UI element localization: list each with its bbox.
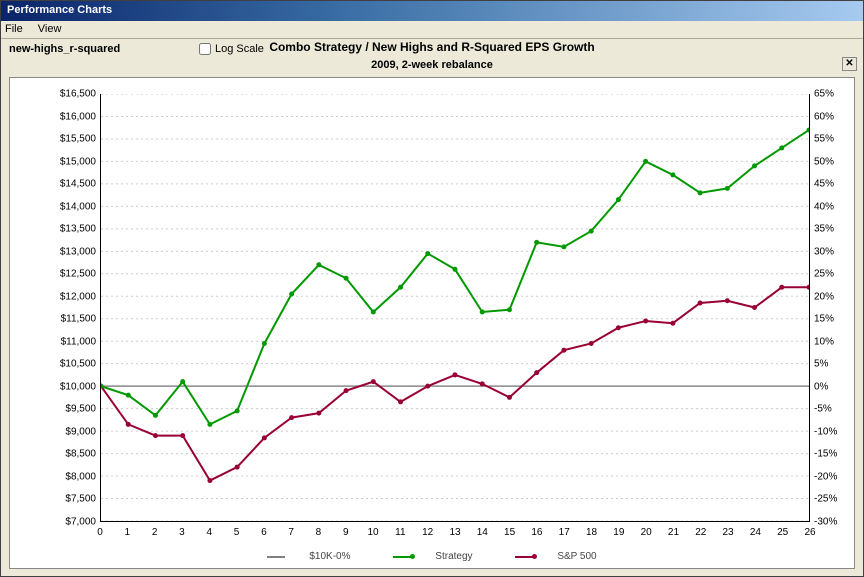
y-axis-label: $11,500 [52,314,96,325]
y2-axis-label: 25% [814,269,848,280]
x-axis-label: 23 [718,527,738,538]
x-axis-label: 21 [663,527,683,538]
x-axis-label: 16 [527,527,547,538]
legend-item-sp500: S&P 500 [505,551,606,562]
y-axis-label: $11,000 [52,336,96,347]
y2-axis-label: -10% [814,426,848,437]
x-axis-label: 19 [609,527,629,538]
strategy-name-label: new-highs_r-squared [9,43,199,55]
x-axis-label: 2 [145,527,165,538]
chart-svg [101,94,809,521]
menu-view[interactable]: View [38,23,62,35]
x-axis-label: 12 [418,527,438,538]
x-axis-label: 7 [281,527,301,538]
y-axis-label: $10,500 [52,359,96,370]
x-axis-label: 17 [554,527,574,538]
legend-item-strategy: Strategy [383,551,482,562]
y-axis-label: $9,000 [52,426,96,437]
x-axis-label: 24 [745,527,765,538]
y-axis-label: $9,500 [52,404,96,415]
window-title: Performance Charts [7,4,112,16]
chart-subtitle: 2009, 2-week rebalance [371,59,493,71]
x-axis-label: 0 [90,527,110,538]
y2-axis-label: 45% [814,179,848,190]
x-axis-label: 11 [390,527,410,538]
y2-axis-label: 10% [814,336,848,347]
y2-axis-label: 0% [814,381,848,392]
y2-axis-label: -25% [814,494,848,505]
y2-axis-label: 35% [814,224,848,235]
y2-axis-label: 20% [814,291,848,302]
x-axis-label: 3 [172,527,192,538]
y2-axis-label: 30% [814,246,848,257]
y-axis-label: $15,500 [52,134,96,145]
window-titlebar: Performance Charts [1,1,863,21]
x-axis-label: 18 [582,527,602,538]
y-axis-label: $10,000 [52,381,96,392]
x-axis-label: 26 [800,527,820,538]
y-axis-label: $7,000 [52,517,96,528]
menubar: File View [1,21,863,39]
close-chart-button[interactable]: ✕ [842,57,857,71]
legend: $10K-0% Strategy S&P 500 [10,550,854,563]
y-axis-label: $16,500 [52,89,96,100]
y2-axis-label: 15% [814,314,848,325]
x-axis-label: 10 [363,527,383,538]
x-axis-label: 5 [227,527,247,538]
y-axis-label: $8,500 [52,449,96,460]
y2-axis-label: -5% [814,404,848,415]
logscale-checkbox[interactable] [199,43,211,55]
y2-axis-label: 65% [814,89,848,100]
legend-item-baseline: $10K-0% [257,551,360,562]
y-axis-label: $16,000 [52,111,96,122]
y-axis-label: $14,500 [52,179,96,190]
toolbar: new-highs_r-squared Log Scale Combo Stra… [1,39,863,59]
chart-subtitle-row: 2009, 2-week rebalance ✕ [1,59,863,75]
x-axis-label: 14 [472,527,492,538]
logscale-toggle[interactable]: Log Scale [199,43,264,55]
y-axis-label: $13,500 [52,224,96,235]
y2-axis-label: 50% [814,156,848,167]
x-axis-label: 25 [773,527,793,538]
y2-axis-label: -20% [814,471,848,482]
y2-axis-label: 5% [814,359,848,370]
x-axis-label: 1 [117,527,137,538]
x-axis-label: 22 [691,527,711,538]
y2-axis-label: 40% [814,201,848,212]
y-axis-label: $14,000 [52,201,96,212]
x-axis-label: 9 [336,527,356,538]
y2-axis-label: -30% [814,517,848,528]
x-axis-label: 15 [500,527,520,538]
y2-axis-label: -15% [814,449,848,460]
x-axis-label: 13 [445,527,465,538]
x-axis-label: 6 [254,527,274,538]
y-axis-label: $15,000 [52,156,96,167]
x-axis-label: 8 [308,527,328,538]
x-axis-label: 4 [199,527,219,538]
y2-axis-label: 60% [814,111,848,122]
y-axis-label: $13,000 [52,246,96,257]
x-axis-label: 20 [636,527,656,538]
chart-container: $7,000 $7,500 $8,000 $8,500 $9,000 $9,500 $10,… [9,77,855,569]
menu-file[interactable]: File [5,23,23,35]
plot-area [100,94,810,522]
y-axis-label: $12,500 [52,269,96,280]
y-axis-label: $12,000 [52,291,96,302]
y-axis-label: $8,000 [52,471,96,482]
y-axis-label: $7,500 [52,494,96,505]
y2-axis-label: 55% [814,134,848,145]
logscale-label: Log Scale [215,43,264,55]
